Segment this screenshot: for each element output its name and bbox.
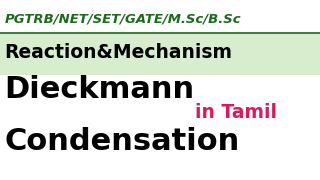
Bar bbox=[0, 33, 320, 75]
Text: in Tamil: in Tamil bbox=[195, 102, 277, 122]
Text: Dieckmann: Dieckmann bbox=[4, 75, 194, 105]
Text: PGTRB/NET/SET/GATE/M.Sc/B.Sc: PGTRB/NET/SET/GATE/M.Sc/B.Sc bbox=[5, 12, 242, 25]
Text: Condensation: Condensation bbox=[4, 127, 239, 156]
Text: Reaction&Mechanism: Reaction&Mechanism bbox=[4, 44, 232, 62]
